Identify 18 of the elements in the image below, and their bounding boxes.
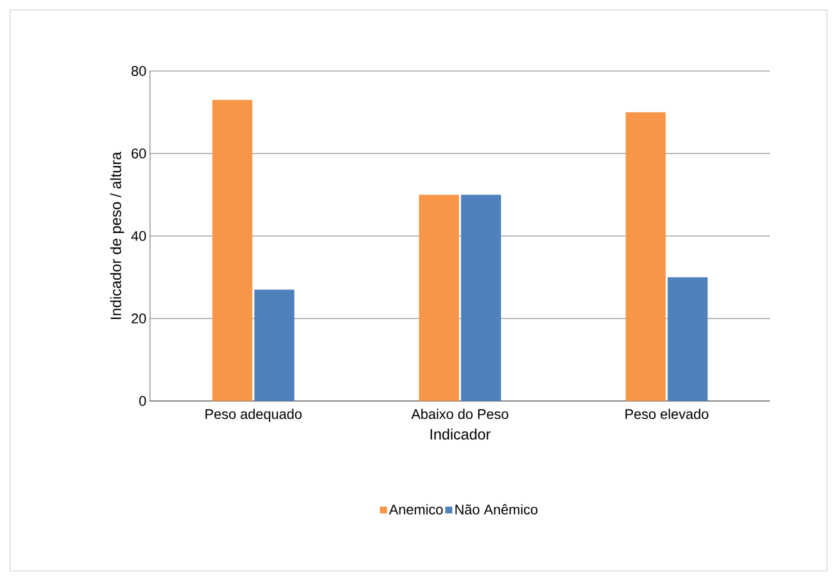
bar (668, 277, 708, 401)
legend-label: Anemico (389, 504, 443, 514)
y-tick-label: 40 (131, 231, 146, 241)
y-tick-label: 20 (132, 314, 146, 324)
y-axis-title: Indicador de peso / altura (110, 152, 124, 319)
x-tick-label: Peso elevado (626, 408, 708, 420)
bar (254, 290, 294, 401)
bar (461, 194, 501, 401)
x-axis-title: Indicador (430, 428, 490, 440)
bar (626, 112, 666, 401)
x-tick-label: Peso adequado (206, 408, 302, 422)
x-tick-label: Abaixo do Peso (411, 408, 508, 420)
y-tick-label: 0 (139, 396, 146, 406)
bar (212, 100, 252, 401)
y-tick-label: 80 (132, 66, 146, 76)
y-tick-label: 60 (132, 148, 146, 158)
legend-label: Não Anêmico (455, 504, 538, 514)
bar (419, 194, 460, 401)
